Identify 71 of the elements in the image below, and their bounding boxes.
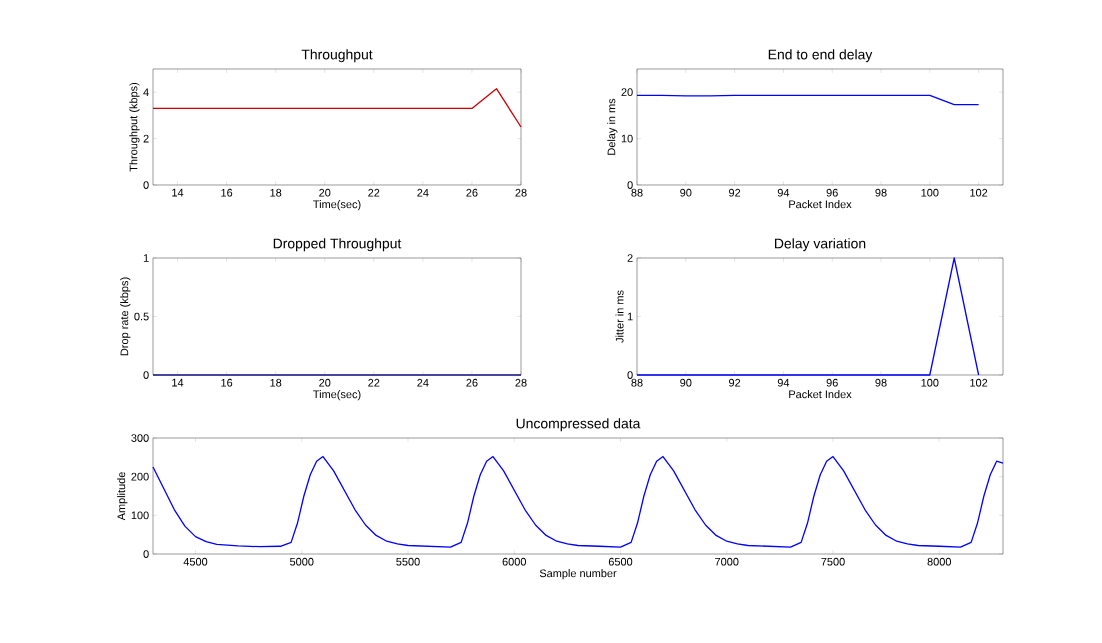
chart-title: Dropped Throughput xyxy=(273,238,402,252)
x-tick-label: 96 xyxy=(826,188,838,197)
x-tick-label: 28 xyxy=(515,378,527,387)
x-tick-label: 102 xyxy=(970,188,988,197)
x-tick-label: 96 xyxy=(826,378,838,387)
y-tick-label: 0 xyxy=(143,181,149,189)
y-axis-title: Throughput (kbps) xyxy=(129,82,140,172)
y-axis-title: Delay in ms xyxy=(607,98,618,155)
x-tick-label: 102 xyxy=(970,378,988,387)
x-tick-label: 6000 xyxy=(502,557,526,566)
x-tick-label: 8000 xyxy=(927,557,952,566)
x-tick-label: 16 xyxy=(221,188,233,197)
y-tick-label: 100 xyxy=(131,511,149,520)
x-tick-label: 92 xyxy=(729,378,741,387)
x-tick-label: 98 xyxy=(875,188,887,197)
x-tick-label: 98 xyxy=(875,378,887,387)
x-tick-label: 4500 xyxy=(183,557,208,566)
x-tick-label: 22 xyxy=(368,378,380,387)
y-tick-label: 200 xyxy=(131,472,149,481)
x-tick-label: 7000 xyxy=(715,557,739,566)
x-tick-label: 100 xyxy=(921,378,939,387)
x-axis-title: Time(sec) xyxy=(313,390,361,401)
y-tick-label: 0 xyxy=(143,550,149,558)
x-tick-label: 92 xyxy=(729,188,741,197)
y-axis-title: Amplitude xyxy=(117,472,128,521)
x-tick-label: 28 xyxy=(515,188,527,197)
y-tick-label: 300 xyxy=(131,434,149,442)
x-tick-label: 22 xyxy=(368,188,380,197)
x-tick-label: 24 xyxy=(417,378,429,387)
y-tick-label: 2 xyxy=(143,134,149,143)
x-tick-label: 26 xyxy=(466,188,478,197)
x-tick-label: 18 xyxy=(270,378,282,387)
x-tick-label: 20 xyxy=(319,378,331,387)
x-tick-label: 14 xyxy=(172,188,184,197)
chart-title: Throughput xyxy=(301,49,373,63)
y-tick-label: 1 xyxy=(627,312,633,321)
x-tick-label: 94 xyxy=(777,378,790,387)
y-tick-label: 0 xyxy=(627,181,633,189)
x-tick-label: 7500 xyxy=(821,557,845,566)
x-tick-label: 26 xyxy=(466,378,478,387)
y-axis-title: Drop rate (kbps) xyxy=(120,277,131,356)
chart-title: Uncompressed data xyxy=(516,418,641,432)
y-tick-label: 0 xyxy=(627,371,633,379)
x-axis-title: Packet Index xyxy=(789,200,852,209)
x-tick-label: 6500 xyxy=(608,557,633,566)
y-tick-label: 0 xyxy=(143,371,149,379)
x-axis-title: Packet Index xyxy=(789,390,852,399)
y-tick-label: 20 xyxy=(621,88,633,97)
x-tick-label: 88 xyxy=(631,188,643,197)
y-tick-label: 2 xyxy=(627,254,633,262)
x-axis-title: Time(sec) xyxy=(313,200,361,211)
x-axis-title: Sample number xyxy=(539,569,617,580)
x-tick-label: 18 xyxy=(270,188,282,197)
x-tick-label: 16 xyxy=(221,378,233,387)
x-tick-label: 94 xyxy=(777,188,790,197)
chart-title: End to end delay xyxy=(768,49,873,63)
x-tick-label: 100 xyxy=(921,188,939,197)
y-axis-title: Jitter in ms xyxy=(615,290,624,343)
x-tick-label: 90 xyxy=(680,378,692,387)
x-tick-label: 5500 xyxy=(396,557,420,566)
y-tick-label: 0.5 xyxy=(134,312,149,321)
y-tick-label: 1 xyxy=(143,254,149,262)
x-tick-label: 14 xyxy=(172,378,184,387)
x-tick-label: 20 xyxy=(319,188,331,197)
y-tick-label: 4 xyxy=(143,88,149,96)
x-tick-label: 24 xyxy=(417,188,429,197)
x-tick-label: 88 xyxy=(631,378,643,387)
chart-title: Delay variation xyxy=(775,238,866,252)
y-tick-label: 10 xyxy=(621,134,633,143)
x-tick-label: 5000 xyxy=(290,557,314,566)
x-tick-label: 90 xyxy=(680,188,692,197)
